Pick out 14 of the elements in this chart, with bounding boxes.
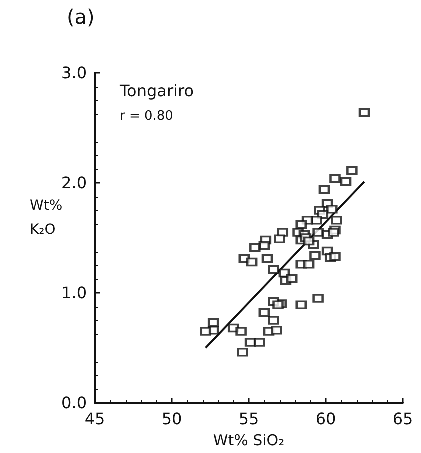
annotation: r = 0.80	[120, 109, 174, 124]
x-tick-label: 50	[162, 410, 182, 428]
chart-title: (a)	[67, 5, 95, 29]
y-tick-label: 3.0	[62, 64, 87, 82]
y-axis-title: Wt% K₂O	[30, 198, 63, 238]
x-tick-label: 60	[316, 410, 336, 428]
x-tick-label: 55	[238, 410, 260, 428]
y-tick-label: 1.0	[62, 284, 87, 302]
x-axis-title: Wt% SiO₂	[213, 432, 285, 450]
annotation: Tongariro	[119, 82, 194, 100]
y-tick-label: 2.0	[62, 174, 87, 192]
x-tick-label: 45	[84, 410, 106, 428]
x-tick-label: 65	[392, 410, 414, 428]
y-tick-label: 0.0	[62, 394, 87, 412]
